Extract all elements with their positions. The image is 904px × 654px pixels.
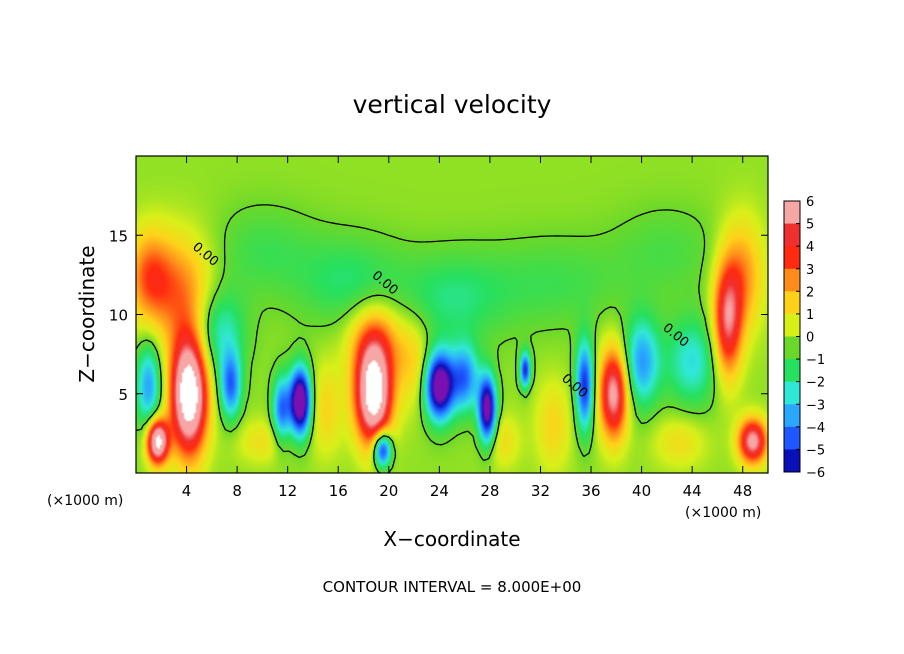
colorbar-swatch-0 — [784, 201, 800, 225]
colorbar-swatch-1 — [784, 223, 800, 247]
colorbar-label-9: −3 — [806, 398, 825, 413]
x-tick-label-0: 4 — [182, 482, 192, 500]
x-unit-right: (×1000 m) — [685, 505, 761, 521]
colorbar-swatch-7 — [784, 359, 800, 383]
x-tick-label-3: 16 — [329, 482, 348, 500]
x-tick-label-2: 12 — [278, 482, 297, 500]
x-unit-left: (×1000 m) — [47, 493, 123, 509]
colorbar-swatch-2 — [784, 246, 800, 270]
colorbar-swatch-3 — [784, 268, 800, 292]
colorbar-swatch-9 — [784, 404, 800, 428]
colorbar-label-8: −2 — [806, 376, 825, 391]
colorbar: 6 5 4 3 2 1 0 −1 −2 −3 −4 −5 −6 — [783, 195, 825, 481]
colorbar-label-5: 1 — [806, 308, 814, 323]
colorbar-swatch-6 — [784, 336, 800, 360]
colorbar-swatch-8 — [784, 381, 800, 405]
colorbar-swatch-4 — [784, 291, 800, 315]
colorbar-label-4: 2 — [806, 285, 814, 300]
x-tick-label-1: 8 — [232, 482, 242, 500]
colorbar-label-12: −6 — [806, 466, 825, 481]
y-axis-label: Z−coordinate — [75, 245, 99, 382]
colorbar-label-1: 5 — [806, 218, 814, 233]
x-tick-label-6: 28 — [480, 482, 499, 500]
y-tick-label-1: 10 — [109, 307, 128, 325]
x-tick-label-8: 36 — [581, 482, 600, 500]
heatmap-field — [136, 156, 768, 473]
chart-title: vertical velocity — [353, 90, 552, 119]
x-tick-label-9: 40 — [632, 482, 651, 500]
x-tick-label-10: 44 — [683, 482, 702, 500]
x-tick-label-11: 48 — [733, 482, 752, 500]
zero-contour-line — [135, 204, 715, 474]
y-tick-label-0: 5 — [118, 386, 128, 404]
colorbar-label-2: 4 — [806, 240, 814, 255]
y-tick-label-2: 15 — [109, 227, 128, 245]
colorbar-swatch-10 — [784, 426, 800, 450]
colorbar-label-10: −4 — [806, 421, 825, 436]
x-tick-label-4: 20 — [379, 482, 398, 500]
x-tick-label-7: 32 — [531, 482, 550, 500]
colorbar-label-7: −1 — [806, 353, 825, 368]
x-axis-label: X−coordinate — [383, 527, 520, 551]
colorbar-label-0: 6 — [806, 195, 814, 210]
colorbar-label-11: −5 — [806, 443, 825, 458]
colorbar-label-3: 3 — [806, 263, 814, 278]
zero-contours — [135, 204, 715, 474]
x-axis-ticks: 4 8 12 16 20 24 28 32 36 40 44 48 — [182, 156, 752, 500]
colorbar-swatch-11 — [784, 449, 800, 473]
contour-interval: CONTOUR INTERVAL = 8.000E+00 — [323, 578, 582, 596]
colorbar-label-6: 0 — [806, 331, 814, 346]
colorbar-swatch-5 — [784, 313, 800, 337]
x-tick-label-5: 24 — [430, 482, 449, 500]
y-axis-ticks: 5 10 15 — [109, 227, 768, 404]
plot-area: 0.000.000.000.00 — [135, 155, 769, 474]
